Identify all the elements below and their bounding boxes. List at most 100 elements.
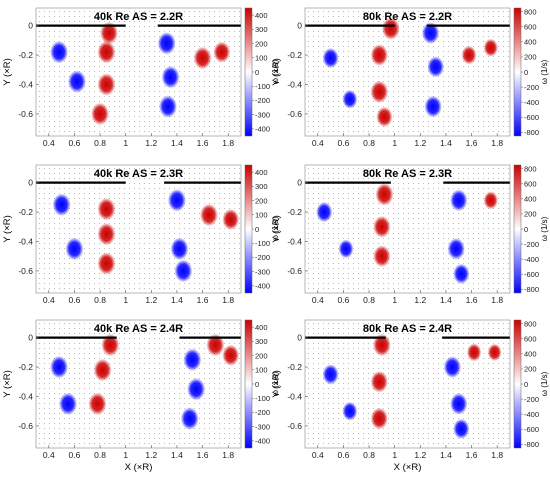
- vector-dot: [189, 258, 190, 259]
- vector-dot: [74, 388, 75, 389]
- vector-dot: [493, 288, 494, 289]
- vector-dot: [448, 21, 449, 22]
- vector-dot: [94, 423, 95, 424]
- vector-dot: [134, 433, 135, 434]
- vector-dot: [224, 96, 225, 97]
- vector-dot: [393, 81, 394, 82]
- vector-dot: [328, 116, 329, 117]
- vector-dot: [318, 31, 319, 32]
- vector-dot: [448, 208, 449, 209]
- vector-dot: [194, 106, 195, 107]
- vector-dot: [408, 131, 409, 132]
- vector-dot: [134, 16, 135, 17]
- vector-dot: [144, 106, 145, 107]
- vector-dot: [124, 258, 125, 259]
- vector-dot: [478, 193, 479, 194]
- vector-dot: [119, 258, 120, 259]
- vector-dot: [363, 173, 364, 174]
- vector-dot: [448, 31, 449, 32]
- positive-vortex-3: [97, 252, 116, 275]
- vector-dot: [214, 31, 215, 32]
- vector-dot: [119, 208, 120, 209]
- vector-dot: [234, 233, 235, 234]
- vector-dot: [189, 36, 190, 37]
- vector-dot: [184, 21, 185, 22]
- vector-dot: [368, 233, 369, 234]
- vector-dot: [49, 243, 50, 244]
- vector-dot: [493, 213, 494, 214]
- vector-dot: [149, 61, 150, 62]
- vector-dot: [393, 223, 394, 224]
- vector-dot: [199, 116, 200, 117]
- vector-dot: [119, 86, 120, 87]
- vector-dot: [378, 203, 379, 204]
- vector-dot: [134, 418, 135, 419]
- vector-dot: [503, 268, 504, 269]
- vector-dot: [229, 21, 230, 22]
- vector-dot: [438, 21, 439, 22]
- vector-dot: [204, 31, 205, 32]
- vector-dot: [423, 183, 424, 184]
- vector-dot: [139, 418, 140, 419]
- vector-dot: [79, 398, 80, 399]
- vector-dot: [413, 11, 414, 12]
- vector-dot: [134, 106, 135, 107]
- vector-dot: [64, 106, 65, 107]
- vector-dot: [493, 283, 494, 284]
- vector-dot: [114, 21, 115, 22]
- vector-dot: [443, 278, 444, 279]
- vector-dot: [483, 218, 484, 219]
- vector-dot: [204, 203, 205, 204]
- vector-dot: [174, 258, 175, 259]
- vector-dot: [368, 91, 369, 92]
- vector-dot: [488, 243, 489, 244]
- vector-dot: [398, 61, 399, 62]
- vector-dot: [44, 433, 45, 434]
- vector-dot: [124, 111, 125, 112]
- vector-dot: [448, 188, 449, 189]
- vector-dot: [234, 56, 235, 57]
- vector-dot: [69, 278, 70, 279]
- vector-dot: [129, 131, 130, 132]
- y-tick-label: 0: [28, 21, 33, 31]
- vector-dot: [134, 11, 135, 12]
- vector-dot: [234, 96, 235, 97]
- vector-dot: [458, 223, 459, 224]
- vector-dot: [89, 233, 90, 234]
- vector-dot: [109, 328, 110, 329]
- vector-dot: [69, 21, 70, 22]
- vector-dot: [433, 198, 434, 199]
- vector-dot: [468, 198, 469, 199]
- vector-dot: [408, 71, 409, 72]
- vector-dot: [84, 358, 85, 359]
- vector-dot: [363, 223, 364, 224]
- vector-dot: [209, 101, 210, 102]
- vector-dot: [59, 263, 60, 264]
- vector-dot: [119, 278, 120, 279]
- vector-dot: [353, 131, 354, 132]
- vector-dot: [353, 126, 354, 127]
- vector-dot: [119, 433, 120, 434]
- vector-dot: [189, 111, 190, 112]
- vector-dot: [139, 238, 140, 239]
- vector-dot: [438, 283, 439, 284]
- vector-dot: [488, 278, 489, 279]
- vector-dot: [164, 126, 165, 127]
- vector-dot: [39, 71, 40, 72]
- y-tick-label: -0.4: [287, 237, 302, 247]
- vector-dot: [119, 343, 120, 344]
- vector-dot: [348, 46, 349, 47]
- vector-dot: [348, 61, 349, 62]
- vector-dot: [119, 223, 120, 224]
- vector-dot: [219, 96, 220, 97]
- vector-dot: [129, 243, 130, 244]
- vector-dot: [59, 11, 60, 12]
- vector-dot: [39, 268, 40, 269]
- vector-dot: [149, 178, 150, 179]
- vector-dot: [129, 178, 130, 179]
- vector-dot: [54, 343, 55, 344]
- vector-dot: [144, 243, 145, 244]
- vector-dot: [54, 418, 55, 419]
- vector-dot: [119, 56, 120, 57]
- vector-dot: [234, 116, 235, 117]
